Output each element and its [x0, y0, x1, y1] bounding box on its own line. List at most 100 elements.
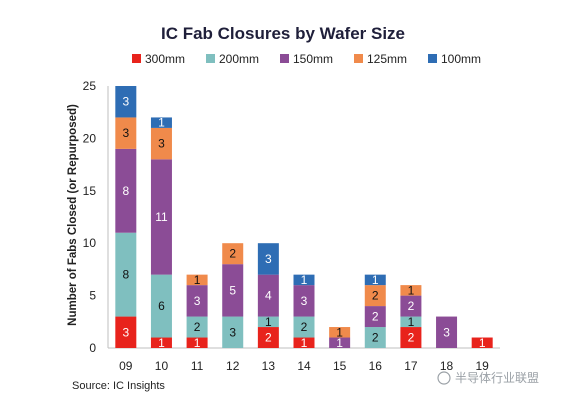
legend-swatch	[354, 54, 363, 63]
bar-segment-100mm-09	[115, 86, 137, 118]
data-label: 8	[122, 184, 129, 198]
bar-segment-150mm-14	[293, 285, 315, 317]
chart-title: IC Fab Closures by Wafer Size	[161, 24, 405, 43]
bar-segment-200mm-13	[257, 316, 279, 328]
bar-segment-200mm-11	[186, 316, 208, 338]
data-label: 3	[122, 325, 129, 339]
legend-item-300mm: 300mm	[132, 52, 185, 66]
watermark: 半导体行业联盟	[437, 371, 539, 385]
x-tick-label: 12	[226, 359, 240, 373]
bar-segment-125mm-11	[186, 274, 208, 286]
legend-label: 150mm	[293, 52, 333, 66]
x-tick-label: 19	[476, 359, 490, 373]
bar-segment-200mm-12	[222, 316, 244, 348]
x-tick-label: 09	[119, 359, 133, 373]
data-label: 3	[443, 325, 450, 339]
x-tick-label: 13	[262, 359, 276, 373]
data-label: 1	[194, 273, 201, 287]
data-label: 3	[301, 294, 308, 308]
data-label: 2	[265, 331, 272, 345]
bar-segment-150mm-16	[364, 306, 386, 328]
bar-segment-150mm-09	[115, 148, 137, 233]
data-label: 5	[229, 283, 236, 297]
legend-item-125mm: 125mm	[354, 52, 407, 66]
legend-label: 125mm	[367, 52, 407, 66]
data-label: 3	[122, 126, 129, 140]
data-label: 1	[265, 315, 272, 329]
bar-segment-125mm-16	[364, 285, 386, 307]
bar-segment-150mm-18	[436, 316, 458, 348]
x-tick-label: 18	[440, 359, 454, 373]
data-label: 6	[158, 299, 165, 313]
x-tick-label: 16	[369, 359, 383, 373]
data-label: 1	[301, 273, 308, 287]
bar-segment-150mm-13	[257, 274, 279, 317]
x-tick-label: 14	[297, 359, 311, 373]
bar-segment-125mm-10	[150, 127, 172, 160]
y-tick-label: 20	[83, 131, 97, 145]
bar-segment-150mm-15	[329, 337, 351, 348]
source-note: Source: IC Insights	[72, 380, 165, 392]
legend-swatch	[132, 54, 141, 63]
x-tick-label: 17	[404, 359, 418, 373]
legend-swatch	[280, 54, 289, 63]
bar-segment-100mm-13	[257, 243, 279, 275]
data-label: 2	[372, 310, 379, 324]
bar-segment-150mm-17	[400, 295, 422, 317]
data-label: 1	[372, 273, 379, 287]
bar-segment-300mm-09	[115, 316, 137, 348]
legend-label: 200mm	[219, 52, 259, 66]
data-label: 4	[265, 289, 272, 303]
bar-segment-200mm-16	[364, 327, 386, 348]
data-label: 3	[229, 325, 236, 339]
bar-segment-200mm-10	[150, 274, 172, 338]
x-tick-label: 11	[191, 359, 204, 373]
y-tick-label: 10	[83, 236, 97, 250]
x-tick-label: 10	[155, 359, 169, 373]
y-tick-label: 5	[89, 289, 96, 303]
bar-segment-150mm-11	[186, 285, 208, 317]
data-label: 2	[408, 331, 415, 345]
data-label: 1	[408, 283, 415, 297]
watermark-text: 半导体行业联盟	[455, 371, 539, 385]
data-label: 2	[408, 299, 415, 313]
data-label: 1	[336, 336, 343, 350]
bar-segment-300mm-11	[186, 337, 208, 348]
bar-segment-125mm-17	[400, 285, 422, 296]
y-axis-label: Number of Fabs Closed (or Repurposed)	[67, 104, 79, 326]
y-tick-label: 25	[83, 79, 97, 93]
bar-segment-200mm-14	[293, 316, 315, 338]
data-label: 2	[301, 320, 308, 334]
y-tick-label: 15	[83, 184, 97, 198]
data-label: 1	[408, 315, 415, 329]
bar-segment-125mm-12	[222, 243, 244, 265]
data-label: 11	[155, 210, 168, 224]
data-label: 1	[336, 325, 343, 339]
bar-segment-300mm-19	[471, 337, 493, 348]
data-label: 1	[158, 116, 165, 130]
data-label: 2	[194, 320, 201, 334]
bar-segment-300mm-14	[293, 337, 315, 348]
data-label: 2	[372, 331, 379, 345]
data-label: 8	[122, 268, 129, 282]
legend-label: 300mm	[145, 52, 185, 66]
legend-swatch	[206, 54, 215, 63]
bar-segment-100mm-16	[364, 274, 386, 286]
legend-item-100mm: 100mm	[428, 52, 481, 66]
data-label: 2	[229, 247, 236, 261]
data-label: 3	[265, 252, 272, 266]
data-label: 2	[372, 289, 379, 303]
data-label: 1	[158, 336, 165, 350]
watermark-icon	[437, 371, 451, 385]
bar-segment-125mm-15	[329, 327, 351, 338]
legend-swatch	[428, 54, 437, 63]
bar-segment-200mm-17	[400, 316, 422, 328]
legend-item-150mm: 150mm	[280, 52, 333, 66]
bar-segment-150mm-10	[150, 159, 172, 275]
legend-label: 100mm	[441, 52, 481, 66]
bar-segment-150mm-12	[222, 264, 244, 317]
legend-item-200mm: 200mm	[206, 52, 259, 66]
